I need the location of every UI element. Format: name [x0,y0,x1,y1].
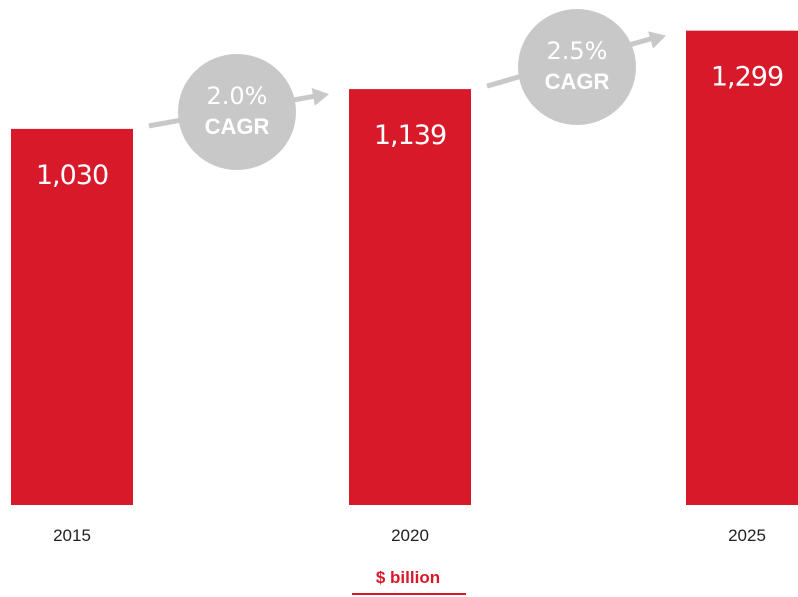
bars [11,30,798,506]
cagr-bubble-circle [518,9,636,125]
value-labels: 1,030 1,139 1,299 [36,62,784,191]
cagr-arrowhead-1 [311,88,329,106]
cagr-bubble-circle [178,54,296,170]
bar-2015 [11,128,133,506]
value-label-2025: 1,299 [711,62,783,93]
bar-2020 [349,89,471,506]
cagr-rate: 2.5% [547,37,608,65]
category-label-2020: 2020 [391,526,429,545]
cagr-rate: 2.0% [207,82,268,110]
category-label-2015: 2015 [53,526,91,545]
cagr-bubble-2: 2.5% CAGR [518,9,636,125]
bar-2025 [686,30,798,505]
cagr-bubbles: 2.0% CAGR 2.5% CAGR [178,9,636,170]
value-label-2015: 1,030 [36,160,108,191]
unit-label: $ billion [376,568,440,587]
cagr-bubble-1: 2.0% CAGR [178,54,296,170]
value-label-2020: 1,139 [374,120,446,151]
cagr-arrowhead-2 [648,31,666,49]
cagr-label: CAGR [545,69,610,94]
category-label-2025: 2025 [728,526,766,545]
cagr-label: CAGR [205,114,270,139]
category-labels: 2015 2020 2025 [53,526,766,545]
